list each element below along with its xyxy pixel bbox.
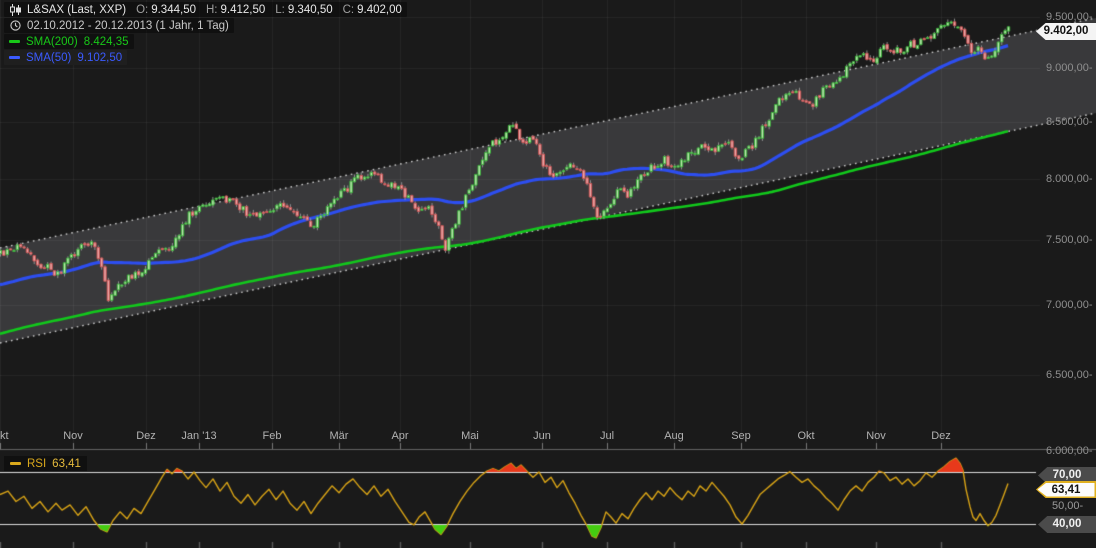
x-axis-label: Jul [599, 430, 615, 442]
rsi-50-label: 50,00- [1052, 500, 1084, 512]
y-axis-label: 6.000,00- [1046, 444, 1093, 457]
rsi-40-tag: 40,00 [1038, 516, 1096, 533]
sma200-name: SMA(200) [26, 35, 78, 48]
x-axis-label: Jun [533, 430, 551, 442]
x-axis-label: Nov [866, 430, 886, 442]
low-value: 9.340,50 [287, 3, 333, 16]
rsi-current-tag-value: 63,41 [1037, 482, 1095, 497]
open-label: O: [136, 3, 149, 16]
x-axis-label: Aug [664, 430, 684, 442]
clock-icon [9, 20, 21, 31]
sma200-line-icon [9, 40, 20, 43]
open-value: 9.344,50 [151, 3, 196, 16]
x-axis-label: Okt [797, 430, 815, 442]
x-axis-label: Jan '13 [181, 430, 217, 442]
rsi-value: 63,41 [52, 457, 81, 470]
ohlc-values: O: 9.344,50 H: 9.412,50 L: 9.340,50 C: 9.402… [136, 4, 402, 16]
y-axis-label: 9.000,00- [1046, 62, 1093, 75]
symbol-title: L&SAX (Last, XXP) [27, 3, 127, 16]
x-axis-label: Okt [0, 430, 9, 442]
close-value: 9.402,00 [357, 3, 402, 16]
x-axis-label: Apr [391, 430, 409, 442]
y-axis-label: 6.500,00- [1046, 369, 1093, 382]
sma50-value: 9.102,50 [77, 51, 123, 64]
period-text: 02.10.2012 - 20.12.2013 (1 Jahr, 1 Tag) [27, 19, 229, 32]
x-axis-label: Dez [136, 430, 156, 442]
rsi-legend-row[interactable]: RSI 63,41 [4, 456, 87, 471]
rsi-current-tag: 63,41 [1036, 481, 1096, 498]
x-axis-label: Dez [931, 430, 951, 442]
x-axis-label: Nov [63, 430, 83, 442]
sma200-legend-row[interactable]: SMA(200) 8.424,35 [4, 34, 134, 49]
x-axis-label: Mai [461, 430, 479, 442]
period-legend-row[interactable]: 02.10.2012 - 20.12.2013 (1 Jahr, 1 Tag) [4, 18, 234, 33]
high-value: 9.412,50 [220, 3, 266, 16]
high-label: H: [205, 3, 218, 16]
symbol-legend-row[interactable]: L&SAX (Last, XXP) O: 9.344,50 H: 9.412,50 … [4, 2, 407, 17]
sma50-line-icon [9, 56, 20, 59]
y-axis-label: 7.500,00- [1046, 234, 1093, 247]
close-label: C: [342, 3, 355, 16]
low-label: L: [275, 3, 285, 16]
sma50-legend-row[interactable]: SMA(50) 9.102,50 [4, 50, 128, 65]
candlestick-icon [9, 3, 21, 16]
rsi-label: RSI [27, 457, 47, 470]
y-axis-label: 8.500,00- [1046, 115, 1093, 128]
sma200-value: 8.424,35 [83, 35, 129, 48]
y-axis-label: 7.000,00- [1046, 299, 1093, 312]
rsi-line-icon [10, 462, 21, 465]
x-axis-label: Feb [262, 430, 282, 442]
x-axis-label: Mär [329, 430, 349, 442]
rsi-70-tag: 70,00 [1038, 467, 1096, 484]
chart-legend: L&SAX (Last, XXP) O: 9.344,50 H: 9.412,50 … [4, 2, 407, 66]
y-axis-label: 9.500,00- [1046, 11, 1093, 23]
current-price-tag: 9.402,00 [1036, 23, 1096, 40]
sma50-name: SMA(50) [26, 51, 72, 64]
x-axis-label: Sep [731, 430, 751, 442]
y-axis-label: 8.000,00- [1046, 173, 1093, 186]
